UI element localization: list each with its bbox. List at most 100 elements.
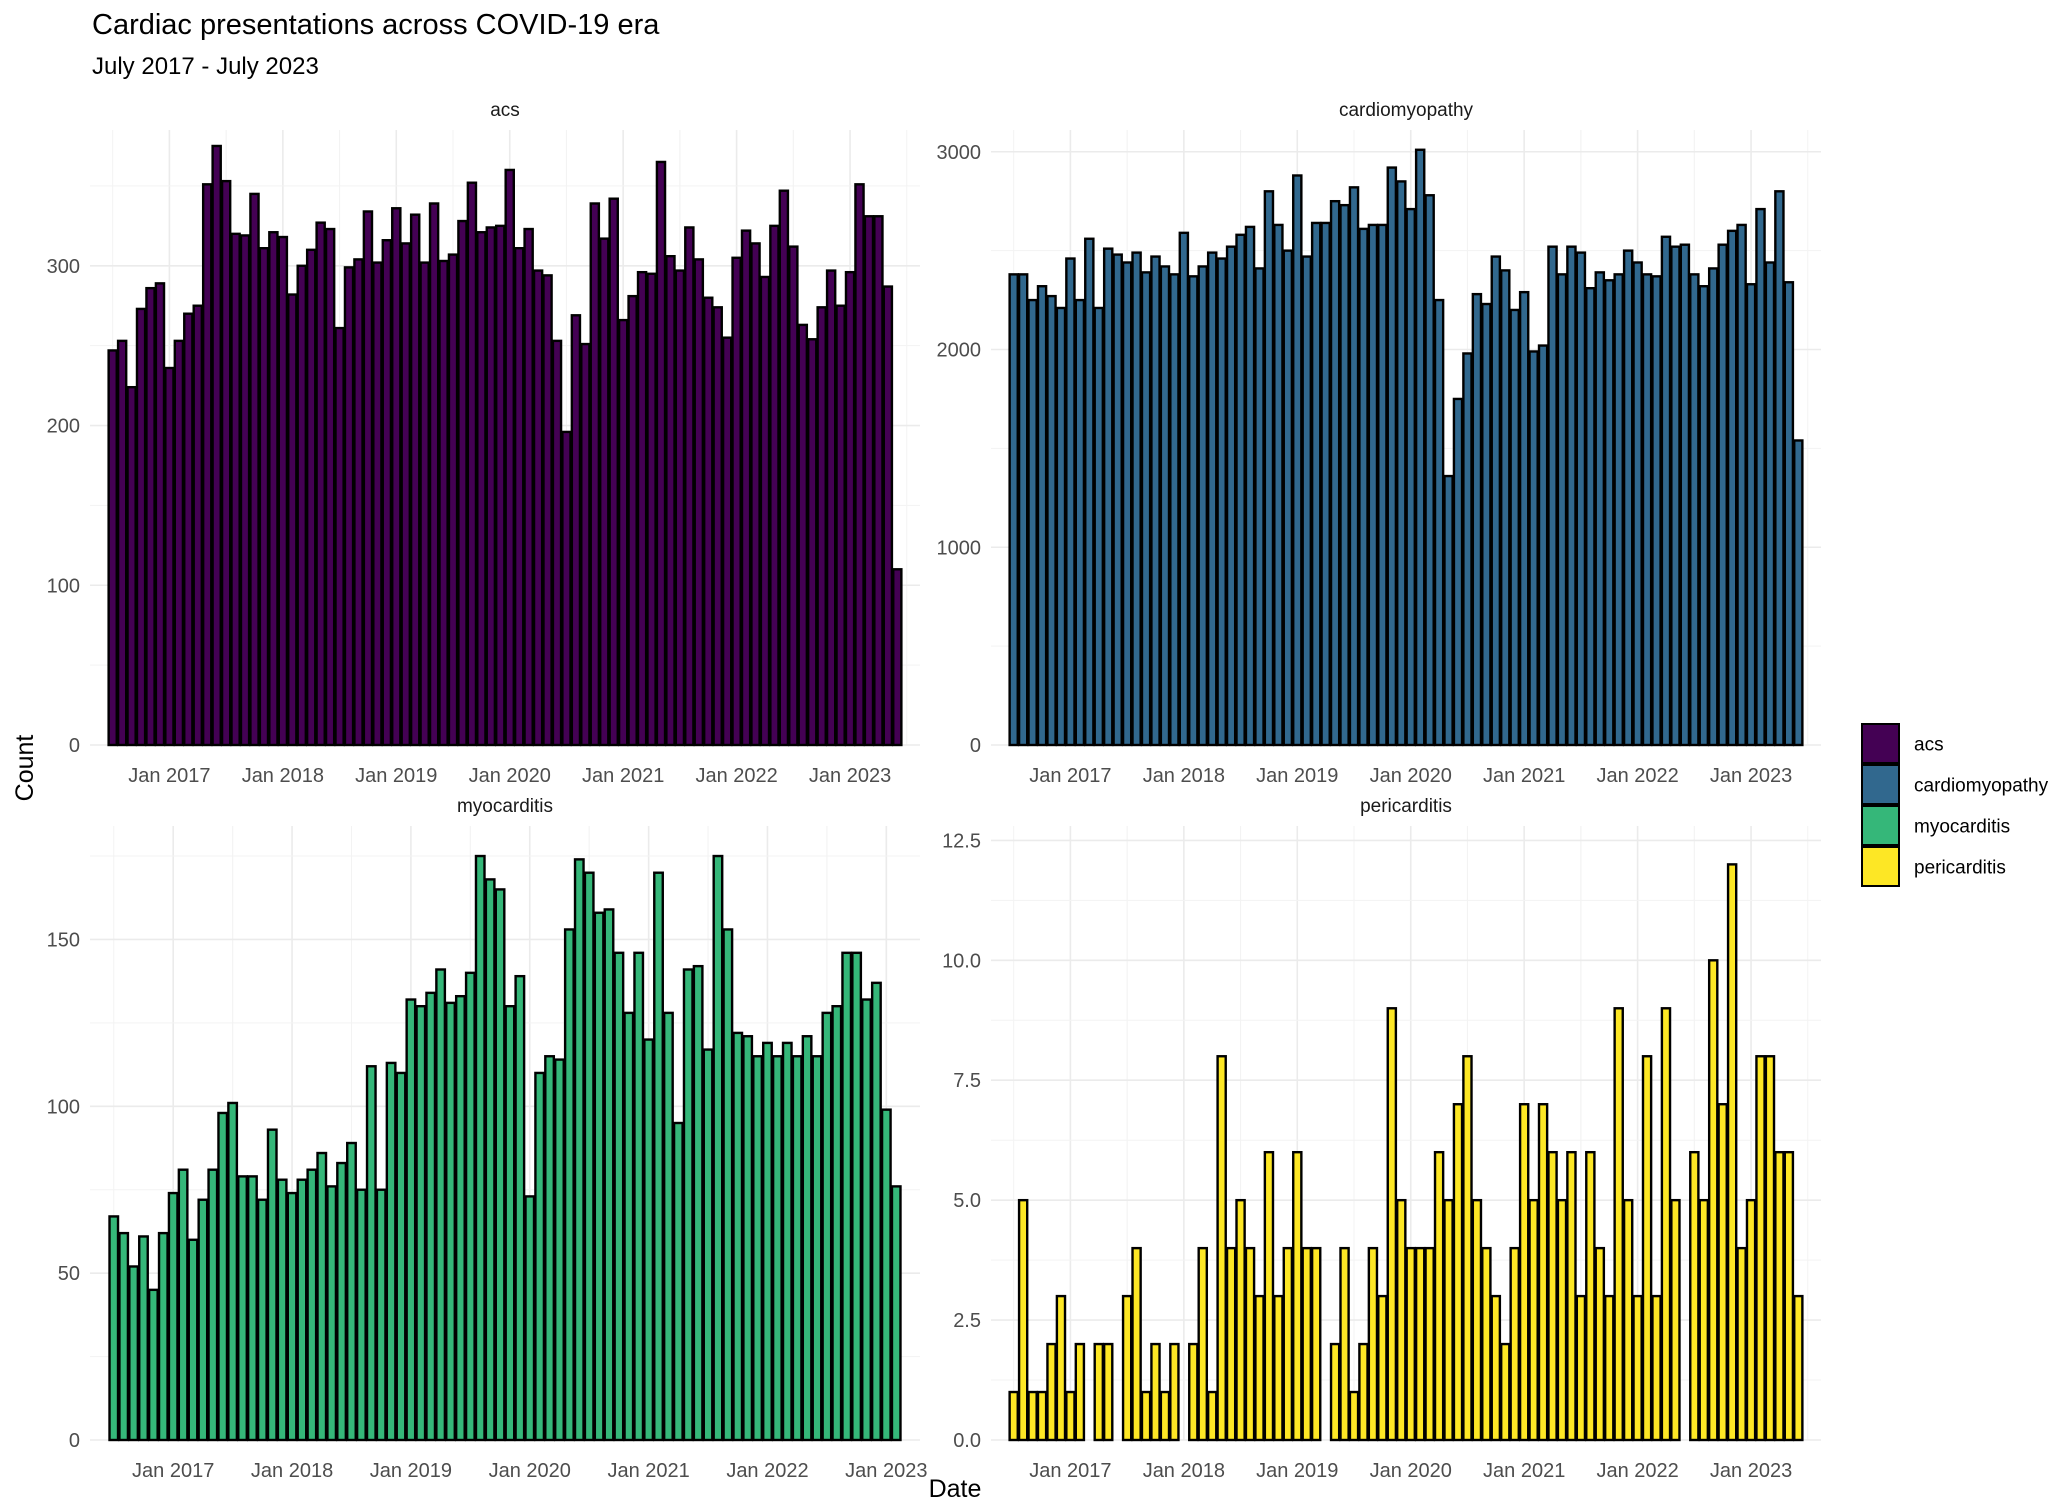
bar: [721, 336, 733, 747]
bar: [187, 1238, 199, 1442]
bar: [825, 269, 837, 747]
bar: [1093, 1342, 1105, 1442]
bar: [343, 266, 355, 747]
bar: [324, 227, 336, 747]
bar: [890, 1185, 902, 1442]
bar: [841, 951, 853, 1442]
bar: [305, 248, 317, 747]
legend-label: acs: [1914, 735, 1944, 756]
bar: [1225, 1246, 1237, 1442]
bar: [882, 285, 894, 747]
bar: [1292, 1150, 1303, 1442]
y-tick-label: 7.5: [953, 1070, 981, 1092]
bar: [524, 1195, 536, 1442]
bar: [164, 366, 175, 747]
bar: [1320, 221, 1331, 747]
bar: [1235, 1198, 1246, 1442]
legend-swatch: [1861, 846, 1900, 887]
bar: [1065, 257, 1076, 747]
x-tick-label: Jan 2022: [1596, 1460, 1678, 1482]
bar: [1783, 281, 1795, 747]
bar: [1641, 1055, 1653, 1442]
bar: [428, 202, 440, 747]
bar: [1055, 1294, 1067, 1442]
bar: [201, 183, 213, 747]
y-tick-label: 150: [47, 929, 80, 951]
x-tick-label: Jan 2019: [370, 1460, 452, 1482]
x-tick-label: Jan 2019: [1256, 1460, 1338, 1482]
bar: [1707, 959, 1719, 1442]
bar: [861, 998, 872, 1442]
y-tick-label: 300: [47, 256, 80, 278]
bar: [1764, 261, 1776, 747]
bar: [326, 1185, 338, 1442]
bar: [752, 1055, 764, 1442]
bar: [286, 1191, 298, 1442]
bar: [1282, 249, 1294, 747]
bar: [217, 1111, 229, 1442]
bar: [268, 231, 279, 747]
bar: [1717, 243, 1728, 747]
bar: [1603, 1294, 1615, 1442]
bar: [684, 226, 695, 747]
bar: [811, 1055, 823, 1442]
bar: [583, 871, 595, 1442]
bar: [653, 871, 664, 1442]
bar: [554, 1058, 565, 1442]
bar: [1216, 1055, 1227, 1442]
bar: [1660, 235, 1672, 747]
bar: [466, 181, 478, 747]
bar: [1585, 286, 1596, 747]
bar: [1036, 285, 1048, 747]
panel-cardiomyopathy: cardiomyopathy 0 1000 2000 3000 Jan 2017 Jan 2…: [937, 100, 1821, 787]
bar: [712, 854, 724, 1442]
bar: [742, 1035, 754, 1442]
bar: [296, 264, 308, 747]
legend-item-myocarditis: myocarditis: [1861, 805, 2010, 846]
y-tick-label: 0: [69, 735, 80, 757]
bar: [372, 261, 383, 747]
bar: [1017, 1198, 1029, 1442]
bar: [1452, 397, 1464, 747]
bar: [447, 253, 459, 747]
bar: [580, 342, 591, 747]
bar: [362, 210, 374, 747]
bar: [1225, 245, 1237, 747]
panels: acs 0 100 200 300 Jan 2017 Jan 2018 Jan 2019 Jan…: [47, 100, 1821, 1482]
bar: [157, 1231, 169, 1442]
facet-label: cardiomyopathy: [1339, 100, 1474, 121]
bar: [400, 242, 412, 747]
bar: [454, 994, 466, 1442]
bar: [1443, 474, 1454, 747]
bar: [1301, 1246, 1313, 1442]
bar: [1698, 285, 1710, 747]
bar: [464, 971, 476, 1442]
bar: [1575, 251, 1587, 747]
bar: [495, 224, 506, 747]
x-tick-label: Jan 2021: [607, 1460, 689, 1482]
bar: [1698, 1198, 1710, 1442]
bar: [692, 964, 704, 1442]
bar: [1150, 255, 1161, 747]
bar: [750, 242, 761, 747]
bar: [762, 1041, 773, 1442]
bar: [1386, 1007, 1398, 1442]
y-tick-label: 0: [69, 1430, 80, 1452]
bar: [1660, 1007, 1672, 1442]
facet-label: myocarditis: [457, 796, 553, 817]
bar: [315, 221, 326, 747]
x-tick-label: Jan 2018: [242, 765, 324, 787]
bar: [1717, 1103, 1728, 1442]
bar: [608, 197, 619, 747]
bar: [266, 1128, 278, 1442]
x-tick-label: Jan 2018: [251, 1460, 333, 1482]
legend-item-cardiomyopathy: cardiomyopathy: [1861, 764, 2049, 805]
bar: [1102, 1342, 1114, 1442]
legend-label: pericarditis: [1914, 858, 2006, 879]
panel-myocarditis: myocarditis 0 50 100 150 Jan 2017 Jan 2018 Jan …: [47, 796, 928, 1482]
bar: [561, 430, 572, 747]
bar: [1282, 1246, 1294, 1442]
bar: [474, 854, 486, 1442]
bar: [1433, 298, 1445, 747]
bar: [835, 304, 846, 747]
